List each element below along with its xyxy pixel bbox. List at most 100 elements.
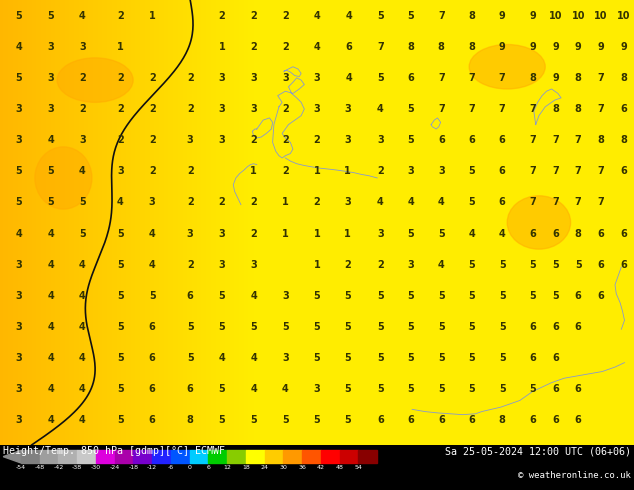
Text: 1: 1 — [117, 42, 124, 52]
Text: Sa 25-05-2024 12:00 UTC (06+06): Sa 25-05-2024 12:00 UTC (06+06) — [445, 446, 631, 456]
Text: 5: 5 — [469, 322, 475, 332]
Text: 7: 7 — [469, 73, 475, 83]
Text: 3: 3 — [16, 104, 22, 114]
Text: 3: 3 — [282, 73, 288, 83]
Text: 3: 3 — [79, 42, 86, 52]
Text: 6: 6 — [469, 416, 475, 425]
Text: 8: 8 — [575, 228, 581, 239]
Text: 3: 3 — [117, 166, 124, 176]
Text: 9: 9 — [598, 42, 604, 52]
Text: 3: 3 — [250, 260, 257, 270]
Text: 7: 7 — [575, 166, 581, 176]
Text: 6: 6 — [621, 104, 627, 114]
Text: 10: 10 — [571, 11, 585, 21]
Text: 7: 7 — [499, 73, 505, 83]
Text: -38: -38 — [72, 465, 82, 470]
Text: 4: 4 — [282, 384, 288, 394]
Text: 3: 3 — [48, 73, 54, 83]
Text: 5: 5 — [529, 260, 536, 270]
Text: 5: 5 — [48, 197, 54, 207]
Text: 1: 1 — [314, 260, 320, 270]
Text: 2: 2 — [149, 135, 155, 145]
Text: 8: 8 — [499, 416, 505, 425]
Text: 5: 5 — [117, 322, 124, 332]
Text: 5: 5 — [314, 322, 320, 332]
Text: 2: 2 — [187, 166, 193, 176]
Text: 3: 3 — [250, 73, 257, 83]
Text: 6: 6 — [598, 291, 604, 301]
Polygon shape — [3, 450, 21, 463]
Text: 6: 6 — [408, 416, 414, 425]
Text: 3: 3 — [408, 166, 414, 176]
Text: -24: -24 — [110, 465, 120, 470]
Text: 2: 2 — [282, 166, 288, 176]
Text: 5: 5 — [408, 135, 414, 145]
Text: 5: 5 — [438, 353, 444, 363]
Text: 8: 8 — [621, 135, 627, 145]
Text: 4: 4 — [48, 353, 54, 363]
Text: 7: 7 — [598, 73, 604, 83]
Text: 2: 2 — [79, 73, 86, 83]
Text: 5: 5 — [344, 291, 351, 301]
Text: 2: 2 — [187, 260, 193, 270]
Text: 3: 3 — [344, 135, 351, 145]
Text: 5: 5 — [438, 291, 444, 301]
Text: 7: 7 — [598, 197, 604, 207]
Text: 5: 5 — [344, 416, 351, 425]
Text: 7: 7 — [575, 135, 581, 145]
Text: 4: 4 — [377, 197, 384, 207]
Bar — [358, 450, 377, 463]
Text: 3: 3 — [219, 73, 225, 83]
Text: 4: 4 — [438, 197, 444, 207]
Text: 2: 2 — [117, 73, 124, 83]
Text: 8: 8 — [552, 104, 559, 114]
Text: 8: 8 — [575, 73, 581, 83]
Text: 3: 3 — [219, 228, 225, 239]
Text: 4: 4 — [16, 42, 22, 52]
Text: 5: 5 — [314, 291, 320, 301]
Text: 5: 5 — [408, 11, 414, 21]
Text: -54: -54 — [16, 465, 26, 470]
Text: 5: 5 — [377, 322, 384, 332]
Text: 6: 6 — [621, 260, 627, 270]
Text: 8: 8 — [469, 42, 475, 52]
Text: 2: 2 — [282, 42, 288, 52]
Text: 9: 9 — [529, 11, 536, 21]
Text: 4: 4 — [48, 322, 54, 332]
Text: 3: 3 — [314, 73, 320, 83]
Text: 5: 5 — [149, 291, 155, 301]
Text: 6: 6 — [621, 166, 627, 176]
Text: 5: 5 — [408, 353, 414, 363]
Text: 3: 3 — [219, 260, 225, 270]
Ellipse shape — [469, 45, 545, 89]
Text: 6: 6 — [552, 353, 559, 363]
Text: 2: 2 — [187, 197, 193, 207]
Text: 6: 6 — [552, 322, 559, 332]
Text: 1: 1 — [149, 11, 155, 21]
Text: 5: 5 — [499, 384, 505, 394]
Text: 8: 8 — [529, 73, 536, 83]
Text: 3: 3 — [16, 416, 22, 425]
Text: 4: 4 — [79, 260, 86, 270]
Text: 5: 5 — [529, 384, 536, 394]
Text: 4: 4 — [48, 291, 54, 301]
Text: 9: 9 — [499, 42, 505, 52]
Text: 5: 5 — [499, 322, 505, 332]
Text: 2: 2 — [117, 11, 124, 21]
Text: 2: 2 — [187, 104, 193, 114]
Bar — [58, 450, 77, 463]
Text: 5: 5 — [408, 228, 414, 239]
Text: 5: 5 — [16, 11, 22, 21]
Text: 8: 8 — [438, 42, 444, 52]
Text: 5: 5 — [314, 353, 320, 363]
Text: 7: 7 — [529, 135, 536, 145]
Text: 3: 3 — [314, 104, 320, 114]
Text: 48: 48 — [336, 465, 344, 470]
Text: 4: 4 — [79, 11, 86, 21]
Text: 6: 6 — [552, 228, 559, 239]
Text: 5: 5 — [117, 416, 124, 425]
Text: 4: 4 — [377, 104, 384, 114]
Text: 4: 4 — [48, 260, 54, 270]
Text: 8: 8 — [621, 73, 627, 83]
Text: 4: 4 — [149, 228, 155, 239]
